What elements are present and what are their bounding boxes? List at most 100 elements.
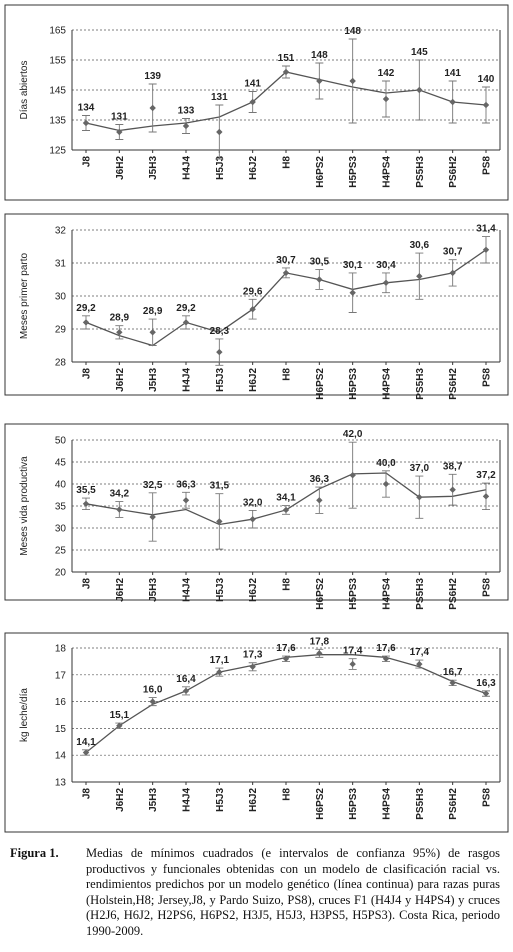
x-tick-label: H8 <box>282 156 293 169</box>
data-point <box>149 329 156 336</box>
y-tick-label: 15 <box>55 724 67 735</box>
x-tick-label: H6PS2 <box>315 368 326 400</box>
data-label: 133 <box>178 106 195 117</box>
data-label: 32,0 <box>243 497 263 508</box>
data-label: 140 <box>478 74 495 85</box>
panel-frame <box>4 4 509 201</box>
y-tick-label: 155 <box>49 56 66 67</box>
data-point <box>182 122 190 130</box>
x-tick-label: PS6H2 <box>448 156 459 188</box>
data-label: 40,0 <box>376 458 396 469</box>
data-point <box>449 679 456 687</box>
data-point <box>216 668 223 676</box>
x-tick-label: J8 <box>82 368 93 380</box>
x-tick-label: J5H3 <box>148 156 159 180</box>
y-tick-label: 32 <box>55 226 67 237</box>
x-tick-label: H5J3 <box>215 578 226 602</box>
data-label: 148 <box>344 26 361 37</box>
data-point <box>416 660 423 668</box>
data-point <box>382 95 390 103</box>
data-label: 30,5 <box>310 257 330 268</box>
y-tick-label: 28 <box>55 358 67 369</box>
y-tick-label: 135 <box>49 116 66 127</box>
data-point <box>416 494 423 501</box>
data-label: 141 <box>244 79 261 90</box>
x-tick-label: H5PS3 <box>348 578 359 610</box>
data-point <box>182 319 190 326</box>
y-tick-label: 29 <box>55 325 67 336</box>
data-label: 17,6 <box>376 643 396 654</box>
data-label: 16,3 <box>476 678 496 689</box>
data-point <box>216 128 223 136</box>
x-tick-label: PS5H3 <box>415 788 426 820</box>
x-tick-label: H6PS2 <box>315 578 326 610</box>
data-label: 134 <box>78 103 95 114</box>
data-label: 17,4 <box>343 646 363 657</box>
data-point <box>349 472 356 479</box>
data-point <box>82 319 90 326</box>
x-tick-label: H8 <box>282 578 293 591</box>
x-tick-label: H6J2 <box>248 156 259 180</box>
data-label: 145 <box>411 47 428 58</box>
x-tick-label: J8 <box>82 156 93 168</box>
data-point <box>349 289 356 296</box>
y-tick-label: 18 <box>55 644 67 655</box>
data-label: 30,1 <box>343 260 363 271</box>
data-point <box>249 306 256 313</box>
y-tick-label: 30 <box>55 524 67 535</box>
data-label: 29,2 <box>76 303 96 314</box>
data-label: 28,3 <box>210 326 230 337</box>
x-tick-label: H5J3 <box>215 368 226 392</box>
data-label: 38,7 <box>443 461 463 472</box>
data-point <box>216 348 223 356</box>
data-point <box>316 497 323 504</box>
y-tick-label: 14 <box>55 751 67 762</box>
x-tick-label: J5H3 <box>148 368 159 392</box>
data-point <box>116 128 123 136</box>
x-tick-label: PS8 <box>482 368 493 387</box>
y-axis-label: Meses vida productiva <box>19 456 30 556</box>
data-point <box>349 77 356 85</box>
y-axis-label: Días abiertos <box>19 61 30 120</box>
x-tick-label: PS5H3 <box>415 156 426 188</box>
x-tick-label: H8 <box>282 788 293 801</box>
x-tick-label: H4J4 <box>182 578 193 602</box>
data-point <box>282 68 290 76</box>
x-tick-label: J6H2 <box>115 788 126 812</box>
data-label: 36,3 <box>310 474 330 485</box>
x-tick-label: H4PS4 <box>382 788 393 820</box>
x-tick-label: J6H2 <box>115 578 126 602</box>
x-tick-label: H5PS3 <box>348 156 359 188</box>
data-point <box>449 269 456 277</box>
x-tick-label: H6J2 <box>248 578 259 602</box>
data-label: 30,7 <box>276 255 296 266</box>
data-point <box>116 722 123 729</box>
data-label: 28,9 <box>110 313 130 324</box>
data-point <box>482 493 490 500</box>
panel-frame <box>4 213 509 396</box>
data-label: 15,1 <box>110 710 130 721</box>
data-label: 31,5 <box>210 481 230 492</box>
data-point <box>249 516 256 523</box>
data-point <box>449 98 456 106</box>
x-tick-label: H5PS3 <box>348 368 359 400</box>
data-point <box>382 655 390 662</box>
data-label: 131 <box>111 112 128 123</box>
data-point <box>82 749 90 756</box>
x-tick-label: H6J2 <box>248 788 259 812</box>
y-tick-label: 35 <box>55 502 67 513</box>
x-tick-label: PS6H2 <box>448 368 459 400</box>
model-line <box>85 654 487 754</box>
x-tick-label: H6PS2 <box>315 788 326 820</box>
data-label: 32,5 <box>143 480 163 491</box>
data-label: 37,0 <box>410 463 430 474</box>
data-label: 17,3 <box>243 650 263 661</box>
y-tick-label: 125 <box>49 146 66 157</box>
data-label: 16,0 <box>143 685 163 696</box>
data-label: 42,0 <box>343 429 363 440</box>
data-label: 148 <box>311 50 328 61</box>
y-tick-label: 50 <box>55 436 67 447</box>
x-tick-label: H4J4 <box>182 788 193 812</box>
data-label: 29,6 <box>243 286 263 297</box>
data-label: 35,5 <box>76 485 96 496</box>
